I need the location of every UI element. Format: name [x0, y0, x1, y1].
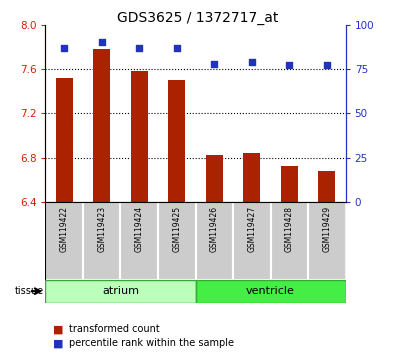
- Text: ventricle: ventricle: [246, 286, 295, 296]
- Bar: [196, 280, 346, 303]
- Bar: [281, 166, 298, 202]
- Text: ■: ■: [53, 324, 64, 334]
- Bar: [131, 71, 148, 202]
- Text: atrium: atrium: [102, 286, 139, 296]
- Bar: [45, 280, 196, 303]
- Bar: [271, 202, 308, 280]
- Point: [136, 45, 143, 51]
- Text: GSM119429: GSM119429: [322, 206, 331, 252]
- Point: [211, 61, 217, 67]
- Text: ■: ■: [53, 338, 64, 348]
- Bar: [243, 153, 260, 202]
- Text: GSM119428: GSM119428: [285, 206, 294, 252]
- Bar: [83, 202, 120, 280]
- Text: percentile rank within the sample: percentile rank within the sample: [69, 338, 234, 348]
- Text: GSM119423: GSM119423: [97, 206, 106, 252]
- Bar: [56, 78, 73, 202]
- Bar: [120, 202, 158, 280]
- Bar: [196, 202, 233, 280]
- Point: [173, 45, 180, 51]
- Point: [99, 40, 105, 45]
- Point: [249, 59, 255, 65]
- Bar: [206, 155, 223, 202]
- Text: GDS3625 / 1372717_at: GDS3625 / 1372717_at: [117, 11, 278, 25]
- Text: tissue: tissue: [14, 286, 43, 296]
- Text: GSM119422: GSM119422: [60, 206, 69, 252]
- Point: [324, 63, 330, 68]
- Bar: [93, 49, 110, 202]
- Bar: [233, 202, 271, 280]
- Text: GSM119427: GSM119427: [247, 206, 256, 252]
- Bar: [168, 80, 185, 202]
- Text: GSM119426: GSM119426: [210, 206, 219, 252]
- Point: [286, 63, 292, 68]
- Bar: [318, 171, 335, 202]
- Bar: [45, 202, 83, 280]
- Bar: [158, 202, 196, 280]
- Point: [61, 45, 67, 51]
- Text: GSM119424: GSM119424: [135, 206, 144, 252]
- Text: transformed count: transformed count: [69, 324, 160, 334]
- Bar: [308, 202, 346, 280]
- Text: GSM119425: GSM119425: [172, 206, 181, 252]
